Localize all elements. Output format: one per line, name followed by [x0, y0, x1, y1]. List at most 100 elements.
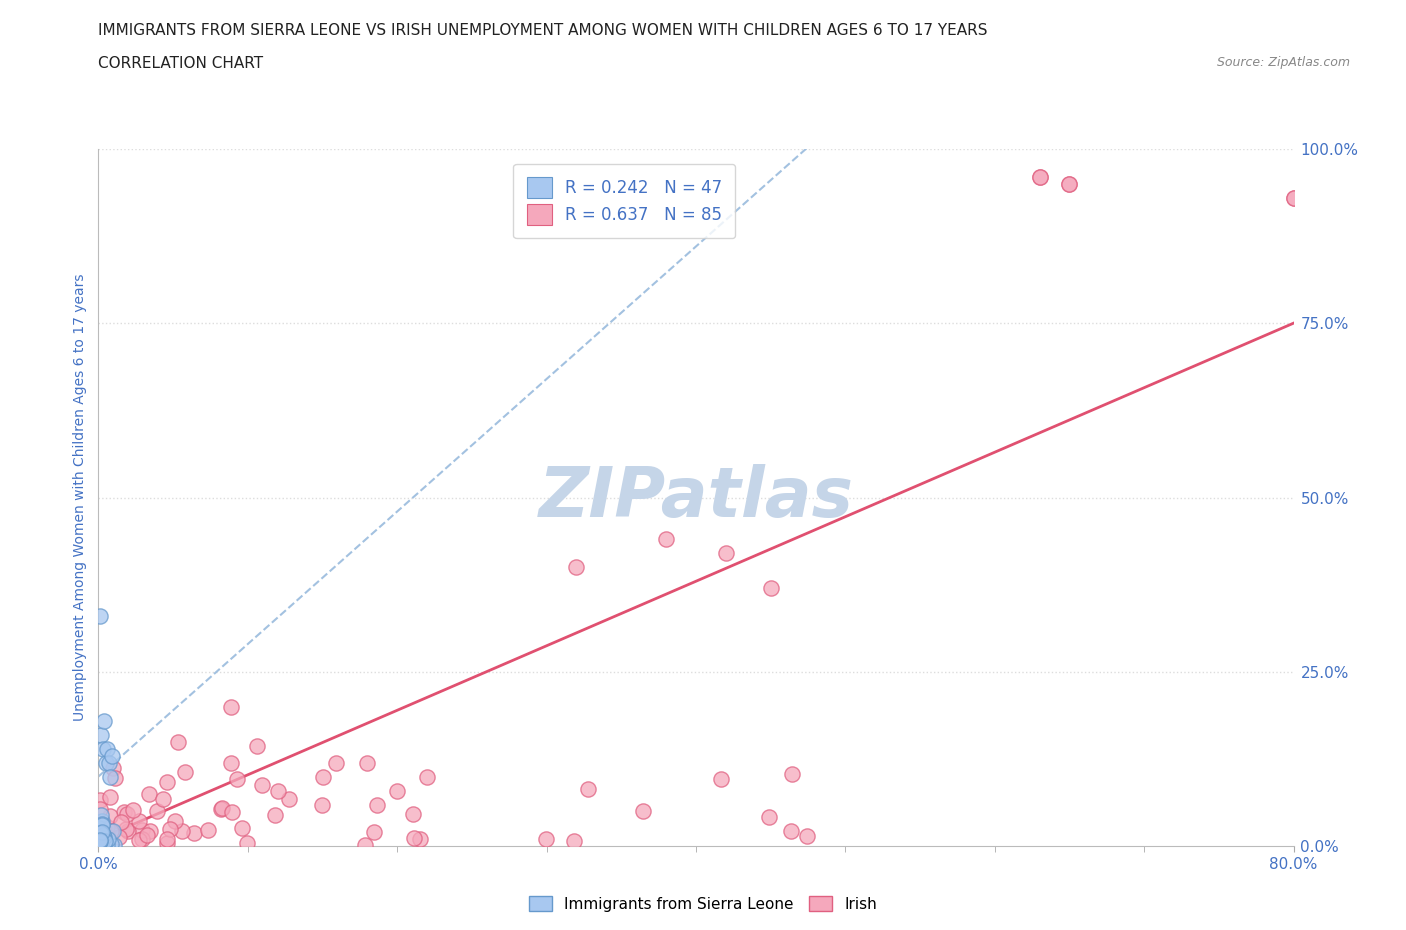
Point: [172, 824, 194, 839]
Point: [91, 838, 114, 852]
Point: [714, 546, 737, 561]
Point: [311, 798, 333, 813]
Point: [93, 838, 115, 852]
Point: [117, 824, 139, 839]
Point: [90, 813, 112, 828]
Text: Source: ZipAtlas.com: Source: ZipAtlas.com: [1216, 56, 1350, 69]
Point: [263, 807, 285, 822]
Point: [101, 748, 124, 763]
Point: [101, 823, 124, 838]
Point: [89, 836, 111, 851]
Point: [131, 831, 153, 846]
Point: [90, 838, 112, 852]
Point: [780, 823, 803, 838]
Point: [93, 830, 115, 844]
Point: [219, 755, 242, 770]
Point: [89, 832, 111, 847]
Point: [108, 830, 131, 844]
Point: [91, 828, 114, 843]
Point: [758, 809, 780, 824]
Point: [146, 804, 169, 819]
Point: [128, 832, 150, 847]
Point: [219, 699, 242, 714]
Point: [89, 831, 111, 846]
Point: [1282, 191, 1305, 206]
Point: [90, 838, 112, 852]
Point: [236, 835, 259, 850]
Point: [655, 532, 678, 547]
Point: [562, 834, 585, 849]
Point: [93, 833, 115, 848]
Point: [122, 803, 145, 817]
Point: [354, 838, 377, 852]
Point: [633, 804, 655, 818]
Point: [91, 741, 114, 756]
Point: [87, 830, 110, 844]
Point: [89, 836, 111, 851]
Point: [89, 792, 111, 807]
Point: [138, 824, 160, 839]
Point: [96, 820, 118, 835]
Point: [165, 813, 187, 828]
Point: [89, 818, 111, 833]
Point: [98, 790, 121, 805]
Point: [404, 830, 426, 845]
Point: [246, 738, 269, 753]
Point: [97, 830, 120, 844]
Text: IMMIGRANTS FROM SIERRA LEONE VS IRISH UNEMPLOYMENT AMONG WOMEN WITH CHILDREN AGE: IMMIGRANTS FROM SIERRA LEONE VS IRISH UN…: [98, 23, 988, 38]
Point: [356, 755, 378, 770]
Point: [90, 826, 112, 841]
Point: [89, 836, 111, 851]
Point: [112, 805, 135, 820]
Point: [156, 836, 179, 851]
Point: [89, 833, 111, 848]
Point: [89, 833, 111, 848]
Point: [96, 838, 118, 852]
Point: [100, 837, 122, 852]
Point: [267, 783, 290, 798]
Point: [110, 815, 132, 830]
Point: [93, 830, 115, 844]
Point: [91, 824, 114, 839]
Point: [91, 827, 114, 842]
Point: [366, 797, 388, 812]
Point: [131, 822, 153, 837]
Text: CORRELATION CHART: CORRELATION CHART: [98, 56, 263, 71]
Point: [159, 821, 181, 836]
Point: [115, 822, 138, 837]
Point: [536, 831, 558, 846]
Point: [89, 802, 111, 817]
Text: ZIPatlas: ZIPatlas: [538, 464, 853, 531]
Point: [1059, 177, 1081, 192]
Point: [87, 832, 110, 847]
Point: [135, 828, 157, 843]
Point: [93, 821, 115, 836]
Point: [226, 772, 249, 787]
Point: [91, 828, 114, 843]
Point: [156, 775, 179, 790]
Point: [1028, 169, 1050, 184]
Point: [209, 802, 232, 817]
Point: [98, 769, 122, 784]
Point: [710, 772, 733, 787]
Point: [97, 755, 120, 770]
Point: [89, 820, 111, 835]
Point: [409, 832, 432, 847]
Point: [138, 787, 160, 802]
Legend: R = 0.242   N = 47, R = 0.637   N = 85: R = 0.242 N = 47, R = 0.637 N = 85: [513, 164, 735, 238]
Point: [325, 755, 347, 770]
Point: [183, 826, 205, 841]
Point: [311, 769, 333, 784]
Point: [87, 831, 110, 846]
Point: [90, 831, 112, 846]
Point: [90, 830, 112, 844]
Point: [98, 809, 121, 824]
Point: [576, 781, 599, 796]
Point: [402, 806, 425, 821]
Point: [87, 836, 110, 851]
Point: [416, 769, 439, 784]
Point: [90, 727, 112, 742]
Point: [759, 580, 782, 596]
Point: [128, 814, 150, 829]
Point: [782, 766, 804, 781]
